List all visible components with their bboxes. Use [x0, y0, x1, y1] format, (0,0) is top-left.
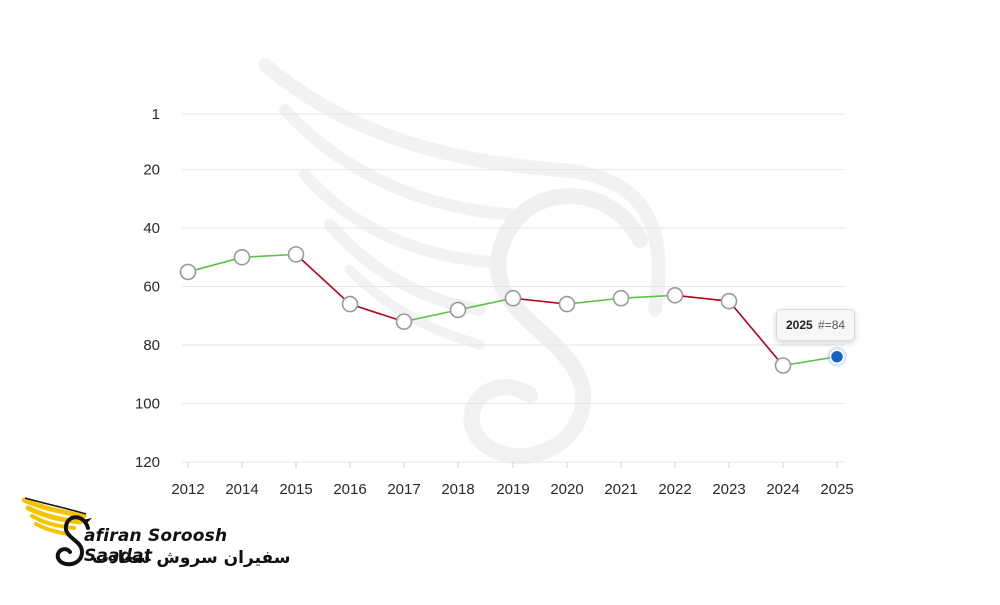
y-tick-label: 100 [135, 396, 160, 413]
x-tick-label: 2021 [604, 481, 637, 498]
x-tick-label: 2020 [550, 481, 583, 498]
data-point[interactable] [233, 248, 251, 266]
x-tick-label: 2022 [658, 481, 691, 498]
x-tick-label: 2014 [225, 481, 258, 498]
x-tick-label: 2016 [333, 481, 366, 498]
data-point[interactable] [449, 301, 467, 319]
y-tick-label: 20 [143, 162, 160, 179]
series-segment [674, 294, 730, 302]
series-points [179, 246, 847, 374]
y-tick-label: 120 [135, 454, 160, 471]
series-segment [620, 294, 676, 300]
data-point[interactable] [504, 289, 522, 307]
x-tick-label: 2012 [171, 481, 204, 498]
x-tick-label: 2015 [279, 481, 312, 498]
data-point[interactable] [720, 292, 738, 310]
series-segment [187, 256, 243, 273]
x-tick-label: 2024 [766, 481, 799, 498]
series-segment [512, 297, 568, 305]
x-tick-label: 2018 [441, 481, 474, 498]
series-segment [295, 253, 351, 305]
y-tick-label: 60 [143, 279, 160, 296]
series-segment [728, 300, 784, 367]
series-segment [241, 253, 297, 259]
y-tick-label: 40 [143, 220, 160, 237]
x-tick-label: 2025 [820, 481, 853, 498]
data-tooltip: 2025 #=84 [776, 309, 856, 341]
series-segment [403, 309, 459, 323]
series-segment [782, 355, 838, 367]
x-tick-label: 2017 [387, 481, 420, 498]
brand-name-fa: سفیران سروش سعادت [92, 548, 291, 568]
y-tick-label: 80 [143, 337, 160, 354]
tooltip-rank: #=84 [818, 318, 846, 332]
phoenix-logo-icon [22, 497, 92, 567]
data-point[interactable] [179, 263, 197, 281]
data-point[interactable] [829, 349, 845, 364]
series-line [187, 253, 838, 367]
data-point[interactable] [287, 246, 305, 263]
data-point[interactable] [666, 287, 684, 304]
series-segment [457, 297, 514, 311]
x-tick-label: 2019 [496, 481, 529, 498]
data-point[interactable] [774, 357, 792, 374]
y-tick-label: 1 [152, 106, 160, 123]
data-point[interactable] [341, 295, 359, 313]
brand-name-en: afiran Soroosh Saadat [84, 526, 228, 566]
data-point[interactable] [395, 313, 413, 330]
data-point[interactable] [558, 295, 576, 313]
x-tick-label: 2023 [712, 481, 745, 498]
series-segment [566, 297, 622, 305]
brand-logo: afiran Soroosh Saadat سفیران سروش سعادت [22, 494, 292, 574]
series-segment [349, 303, 405, 323]
tooltip-year: 2025 [786, 318, 813, 332]
data-point[interactable] [612, 289, 630, 307]
watermark-logo [258, 58, 666, 465]
